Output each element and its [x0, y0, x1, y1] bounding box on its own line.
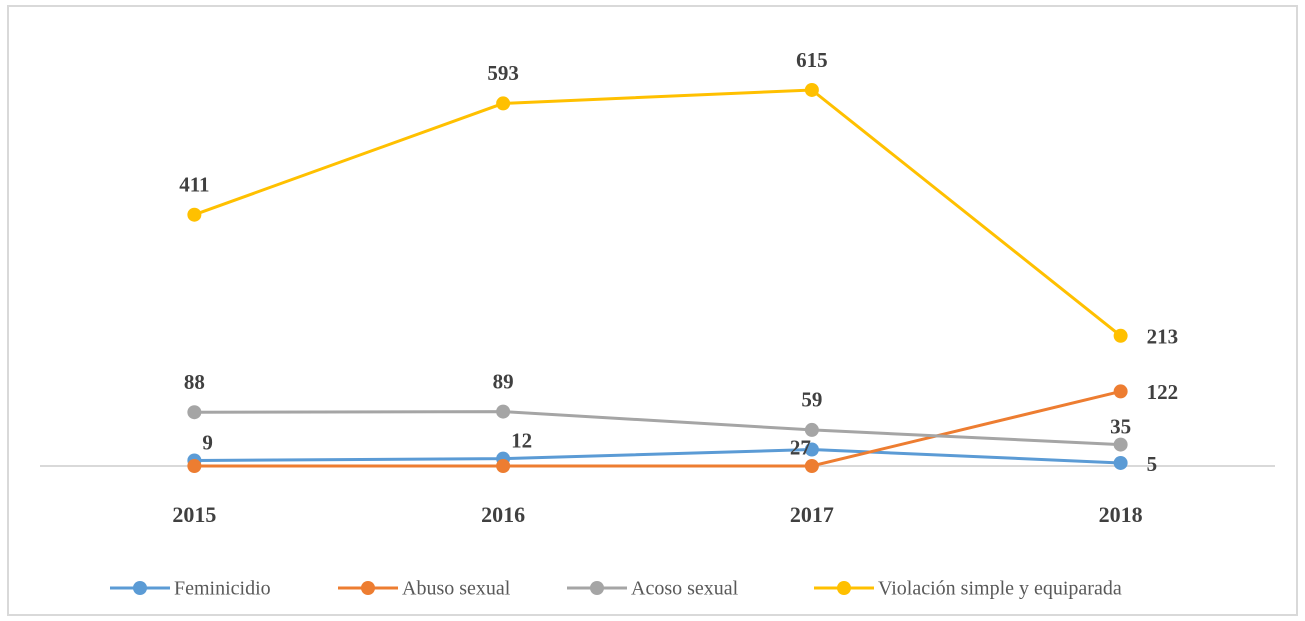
- legend-label: Violación simple y equiparada: [878, 578, 1122, 600]
- data-point: [1113, 328, 1128, 343]
- data-label: 59: [801, 388, 822, 412]
- series-line: [193, 88, 1122, 337]
- x-tick-label: 2016: [481, 502, 525, 527]
- x-tick-label: 2018: [1099, 502, 1143, 527]
- data-point: [804, 442, 819, 457]
- series-line: [194, 447, 1121, 465]
- data-point: [187, 459, 202, 473]
- data-label: 9: [202, 430, 213, 454]
- data-point: [1113, 437, 1128, 452]
- legend-marker: [590, 581, 604, 595]
- legend-label: Acoso sexual: [631, 578, 739, 600]
- legend-marker: [133, 581, 147, 595]
- data-label: 12: [511, 428, 532, 452]
- data-label: 122: [1147, 380, 1179, 404]
- data-label: 88: [184, 370, 205, 394]
- data-label: 27: [790, 435, 811, 459]
- data-point: [496, 404, 511, 419]
- data-label: 593: [487, 61, 519, 85]
- legend-label: Abuso sexual: [402, 578, 511, 600]
- data-label: 5: [1147, 452, 1158, 476]
- data-point: [1113, 455, 1128, 470]
- legend-marker: [837, 581, 851, 595]
- legend-marker: [361, 581, 375, 595]
- data-point: [1113, 384, 1128, 399]
- x-tick-label: 2015: [172, 502, 216, 527]
- data-point: [804, 459, 819, 473]
- chart-frame: [7, 5, 1298, 616]
- data-label: 89: [493, 369, 514, 393]
- data-label: 615: [796, 48, 828, 72]
- x-tick-label: 2017: [790, 502, 834, 527]
- data-label: 213: [1147, 325, 1179, 349]
- series-line: [194, 410, 1121, 447]
- data-point: [804, 82, 819, 97]
- data-label: 35: [1110, 414, 1131, 438]
- data-point: [496, 96, 511, 111]
- data-point: [496, 459, 511, 473]
- series-line: [194, 389, 1121, 468]
- data-label: 411: [179, 173, 209, 197]
- legend-label: Feminicidio: [174, 578, 271, 600]
- data-point: [187, 405, 202, 420]
- data-point: [187, 207, 202, 222]
- data-point: [804, 422, 819, 437]
